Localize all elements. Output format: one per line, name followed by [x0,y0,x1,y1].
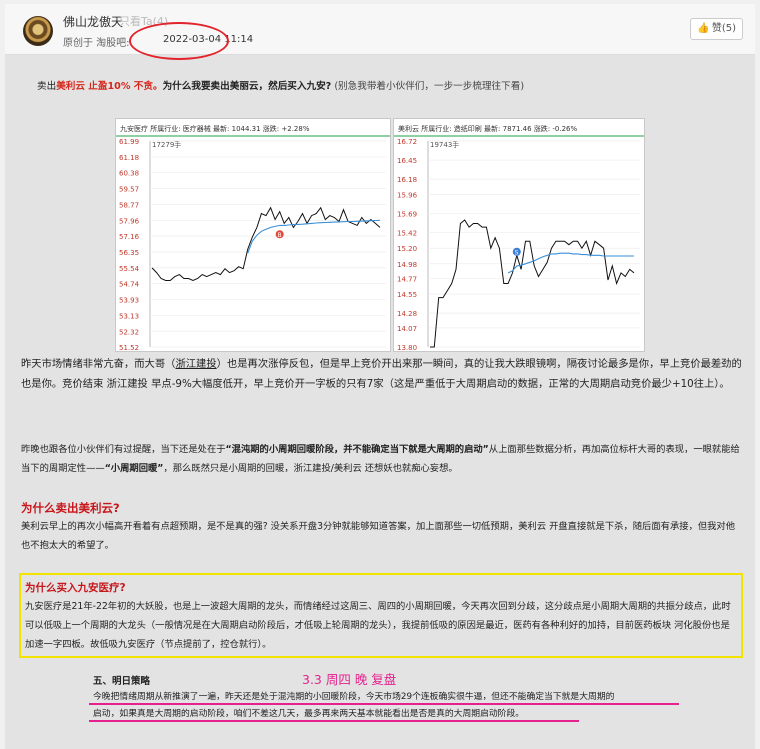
pen-underline-1 [89,703,679,705]
intro-c: 止盈10% 不贪。 [84,81,163,92]
like-label: 赞(5) [711,23,736,34]
para-market: 昨天市场情绪非常亢奋，而大哥（浙江建投）也是再次涨停反包，但是早上竞价开出来那一… [21,354,743,394]
series-line-1 [247,219,381,254]
para2-b: “混沌期的小周期回暖阶段，并不能确定当下就是大周期的启动” [225,444,489,455]
para2-e: ，那么既然只是小周期的回暖，浙江建投/美利云 还想妖也就痴心妄想。 [163,463,458,474]
author-name[interactable]: 佛山龙傲天 [63,15,124,29]
y-tick-label: 14.28 [397,310,417,318]
y-tick-label: 53.93 [119,297,139,305]
y-tick-label: 16.45 [397,157,417,165]
chart-header: 九安医疗 所属行业: 医疗器械 最新: 1044.31 涨跌: +2.28% [120,124,310,133]
y-tick-label: 58.77 [119,201,139,209]
thumbs-up-icon: 👍 [697,23,710,34]
y-tick-label: 57.16 [119,233,140,241]
section-strategy-line2: 启动，如果真是大周期的启动阶段，咱们不差这几天，最多再来两天基本就能看出是否是真… [93,709,525,719]
section-why-sell-body: 美利云早上的再次小幅高开看着有点超预期，是不是真的强? 没关系开盘3分钟就能够知… [21,521,736,551]
stock-link-zhejiangjiantou[interactable]: 浙江建投 [175,358,217,370]
intro-e: (别急我带着小伙伴们，一步一步梳理往下看) [331,81,525,92]
intro-a: 卖出 [37,81,57,92]
y-tick-label: 14.98 [397,261,417,269]
post-header: 佛山龙傲天 只看Ta(4) 原创于 淘股吧: 2022-03-04 11:14 … [5,4,755,60]
y-tick-label: 14.55 [397,291,417,299]
handwritten-note: 3.3 周四 晚 复盘 [302,672,397,687]
y-tick-label: 60.38 [119,170,139,178]
y-tick-label: 52.32 [119,328,139,336]
y-tick-label: 55.54 [119,265,140,273]
post-source: 原创于 淘股吧: [63,38,130,49]
y-tick-label: 57.96 [119,217,140,225]
y-tick-label: 59.57 [119,186,139,194]
y-tick-label: 14.07 [397,325,417,333]
chart-header: 美利云 所属行业: 造纸印刷 最新: 7871.46 涨跌: -0.26% [398,124,577,133]
chart-meiliyun: 美利云 所属行业: 造纸印刷 最新: 7871.46 涨跌: -0.26% 197… [393,118,645,352]
intro-d: 为什么我要卖出美丽云，然后买入九安? [162,81,332,92]
series-line-0 [430,219,635,348]
section-why-buy-title: 为什么买入九安医疗? [25,582,126,594]
pen-underline-2 [89,720,579,722]
highlight-box [19,573,743,658]
series-line-1 [507,252,634,274]
chart-jiuan: 九安医疗 所属行业: 医疗器械 最新: 1044.31 涨跌: +2.28% 17… [115,118,391,352]
trade-marker [275,230,284,239]
y-tick-label: 56.35 [119,249,139,257]
y-tick-label: 14.77 [397,276,417,284]
para2-c: 从上面那些数据分析，再加高位标杆大哥的表现，一眼就能给当下的周期定性—— [21,444,740,474]
section-strategy-title: 五、明日策略 [93,676,151,687]
trade-marker-label: B [277,232,281,239]
para2-a: 昨晚也跟各位小伙伴们有过提醒，当下还是处在于 [21,444,226,455]
y-tick-label: 15.20 [397,245,417,253]
timestamp-circle-annotation [129,22,229,60]
para1-c: ）也是再次涨停反包，但是早上竞价开出来那一瞬间，真的让我大跌眼镜啊，隔夜讨论最多… [21,358,742,390]
y-tick-label: 51.52 [119,344,139,351]
y-tick-label: 13.80 [397,344,417,351]
intro-line: 卖出美利云 止盈10% 不贪。为什么我要卖出美丽云，然后买入九安? (别急我带着… [37,77,524,96]
chart-meiliyun-svg: 美利云 所属行业: 造纸印刷 最新: 7871.46 涨跌: -0.26% 197… [394,124,644,351]
trade-marker [512,247,521,256]
section-why-buy-body: 九安医疗是21年-22年初的大妖股，也是上一波超大周期的龙头，而情绪经过这周三、… [25,601,731,650]
y-tick-label: 16.18 [397,176,417,184]
trade-marker-label: S [515,249,519,256]
chart-jiuan-svg: 九安医疗 所属行业: 医疗器械 最新: 1044.31 涨跌: +2.28% 17… [116,124,390,351]
post-container: 佛山龙傲天 只看Ta(4) 原创于 淘股吧: 2022-03-04 11:14 … [5,4,755,749]
para1-a: 昨天市场情绪非常亢奋，而大哥（ [21,358,176,370]
y-tick-label: 54.74 [119,281,140,289]
y-tick-label: 15.42 [397,230,417,238]
section-strategy-line1: 今晚把情绪周期从新推演了一遍，昨天还是处于混沌期的小回暖阶段，今天市场29个连板… [93,692,615,702]
intro-stock-link[interactable]: 美利云 [56,81,85,92]
para-cycle: 昨晚也跟各位小伙伴们有过提醒，当下还是处在于“混沌期的小周期回暖阶段，并不能确定… [21,440,743,478]
y-tick-label: 61.18 [119,154,139,162]
volume-label: 19743手 [430,140,459,149]
avatar[interactable] [23,16,53,46]
like-button[interactable]: 👍 赞(5) [690,18,743,40]
y-tick-label: 15.69 [397,211,417,219]
y-tick-label: 15.96 [397,192,418,200]
para2-d: “小周期回暖” [104,463,164,474]
section-why-sell-title: 为什么卖出美利云? [21,501,120,515]
y-tick-label: 61.99 [119,138,139,146]
y-tick-label: 16.72 [397,138,417,146]
volume-label: 17279手 [152,140,181,149]
y-tick-label: 53.13 [119,312,139,320]
series-line-0 [151,206,381,282]
